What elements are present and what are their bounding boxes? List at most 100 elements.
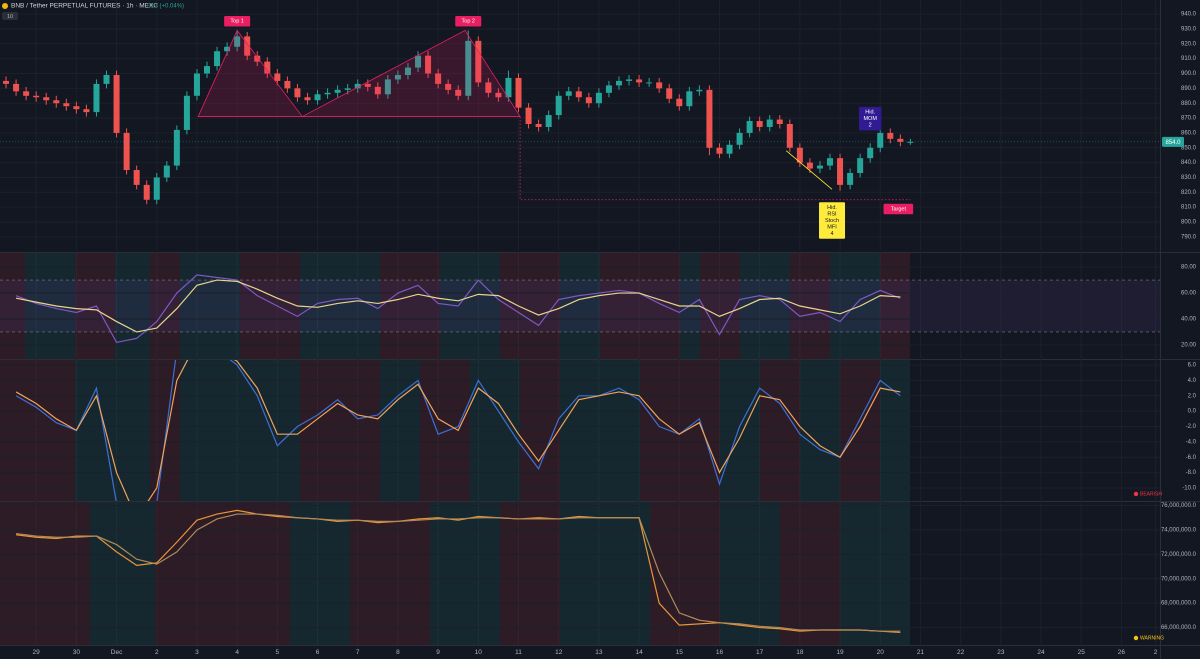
panel	[0, 360, 1160, 501]
y-tick-label: 68,000,000.0	[1161, 601, 1197, 607]
y-tick-label: 940.0	[1181, 12, 1197, 18]
panel	[0, 502, 1160, 645]
x-tick-label: 26	[1118, 649, 1126, 656]
candle-body	[605, 85, 612, 93]
candle-body	[585, 97, 592, 104]
signal-zone	[500, 253, 560, 359]
candle-body	[897, 138, 904, 142]
candle-body	[615, 80, 622, 86]
candle-body	[13, 83, 20, 92]
series-line	[15, 274, 901, 343]
signal-zone	[240, 253, 300, 359]
x-tick-label: 16	[716, 649, 724, 656]
annotation-text: 4	[830, 231, 833, 237]
x-tick-label: Dec	[111, 649, 123, 656]
signal-zone	[720, 360, 760, 501]
x-tick-label: 9	[436, 649, 440, 656]
candle-body	[284, 80, 291, 89]
candle-body	[173, 129, 180, 166]
signal-zone	[560, 502, 650, 645]
candle-body	[153, 177, 160, 200]
candle-body	[847, 172, 854, 185]
candle-body	[103, 74, 110, 84]
symbol-icon	[2, 3, 8, 9]
signal-zone	[640, 360, 720, 501]
y-tick-label: 900.0	[1181, 71, 1197, 77]
y-tick-label: 70,000,000.0	[1161, 576, 1197, 582]
signal-zone	[720, 502, 780, 645]
candle-body	[314, 94, 321, 101]
x-tick-label: 29	[33, 649, 41, 656]
y-tick-label: -10.0	[1182, 486, 1196, 492]
y-tick-label: 66,000,000.0	[1161, 625, 1197, 631]
candle-body	[626, 79, 633, 81]
signal-zone	[430, 502, 500, 645]
candle-body	[193, 73, 200, 96]
candle-body	[545, 115, 552, 127]
last-price-label: 854.0	[1165, 140, 1181, 146]
y-tick-label: 0.0	[1188, 409, 1197, 415]
signal-zone	[880, 253, 910, 359]
candle-body	[143, 184, 150, 200]
y-tick-label: -6.0	[1186, 455, 1197, 461]
annotation-text: Target	[891, 206, 907, 212]
signal-zone	[150, 360, 180, 501]
x-tick-label: 18	[796, 649, 804, 656]
status-label: WARNING	[1140, 635, 1164, 641]
candle-body	[535, 123, 542, 127]
signal-zone	[840, 360, 880, 501]
x-tick-label: 17	[756, 649, 764, 656]
signal-zone	[90, 502, 155, 645]
badge[interactable]: 10	[7, 14, 13, 20]
y-tick-label: 860.0	[1181, 130, 1197, 136]
candle-body	[374, 86, 381, 95]
header: BNB / Tether PERPETUAL FUTURES · 1h · ME…	[2, 3, 184, 20]
last-price-box	[1162, 136, 1184, 147]
signal-zone	[700, 253, 740, 359]
panel	[0, 253, 1160, 359]
signal-zone	[350, 502, 430, 645]
annotation-box	[224, 15, 251, 27]
signal-zone	[155, 502, 290, 645]
annotation-box	[819, 202, 846, 239]
signal-zone	[600, 253, 680, 359]
y-tick-label: 6.0	[1188, 363, 1197, 369]
signal-zone	[180, 360, 300, 501]
candle-body	[555, 95, 562, 116]
candle-body	[43, 97, 50, 101]
candle-body	[23, 91, 30, 96]
candle-body	[435, 73, 442, 84]
signal-zone	[840, 502, 910, 645]
signal-zone	[380, 253, 440, 359]
candle-body	[264, 61, 271, 74]
signal-zone	[740, 253, 790, 359]
candle-body	[425, 55, 432, 74]
candle-body	[33, 95, 40, 98]
status-label: BEARISH	[1140, 491, 1162, 497]
signal-zone	[500, 502, 560, 645]
signal-zone	[560, 253, 600, 359]
candle-body	[756, 121, 763, 127]
overlay-polygon	[197, 29, 304, 117]
overlay-polygon	[302, 29, 521, 117]
badge-box[interactable]	[2, 12, 18, 20]
price-change: +0.3 (+0.04%)	[146, 4, 184, 10]
candle-body	[746, 121, 753, 133]
candle-body	[163, 165, 170, 178]
signal-zone	[790, 253, 830, 359]
y-tick-label: 76,000,000.0	[1161, 503, 1197, 509]
signal-zone	[880, 360, 910, 501]
y-tick-label: 830.0	[1181, 175, 1197, 181]
series-line	[15, 279, 901, 333]
candle-body	[796, 147, 803, 163]
y-tick-label: 930.0	[1181, 27, 1197, 33]
candle-body	[3, 80, 10, 84]
candle-body	[766, 119, 773, 127]
candle-body	[304, 97, 311, 101]
candle-body	[726, 144, 733, 154]
y-tick-label: 40.00	[1181, 317, 1197, 323]
candle-body	[666, 88, 673, 99]
candle-body	[696, 89, 703, 92]
